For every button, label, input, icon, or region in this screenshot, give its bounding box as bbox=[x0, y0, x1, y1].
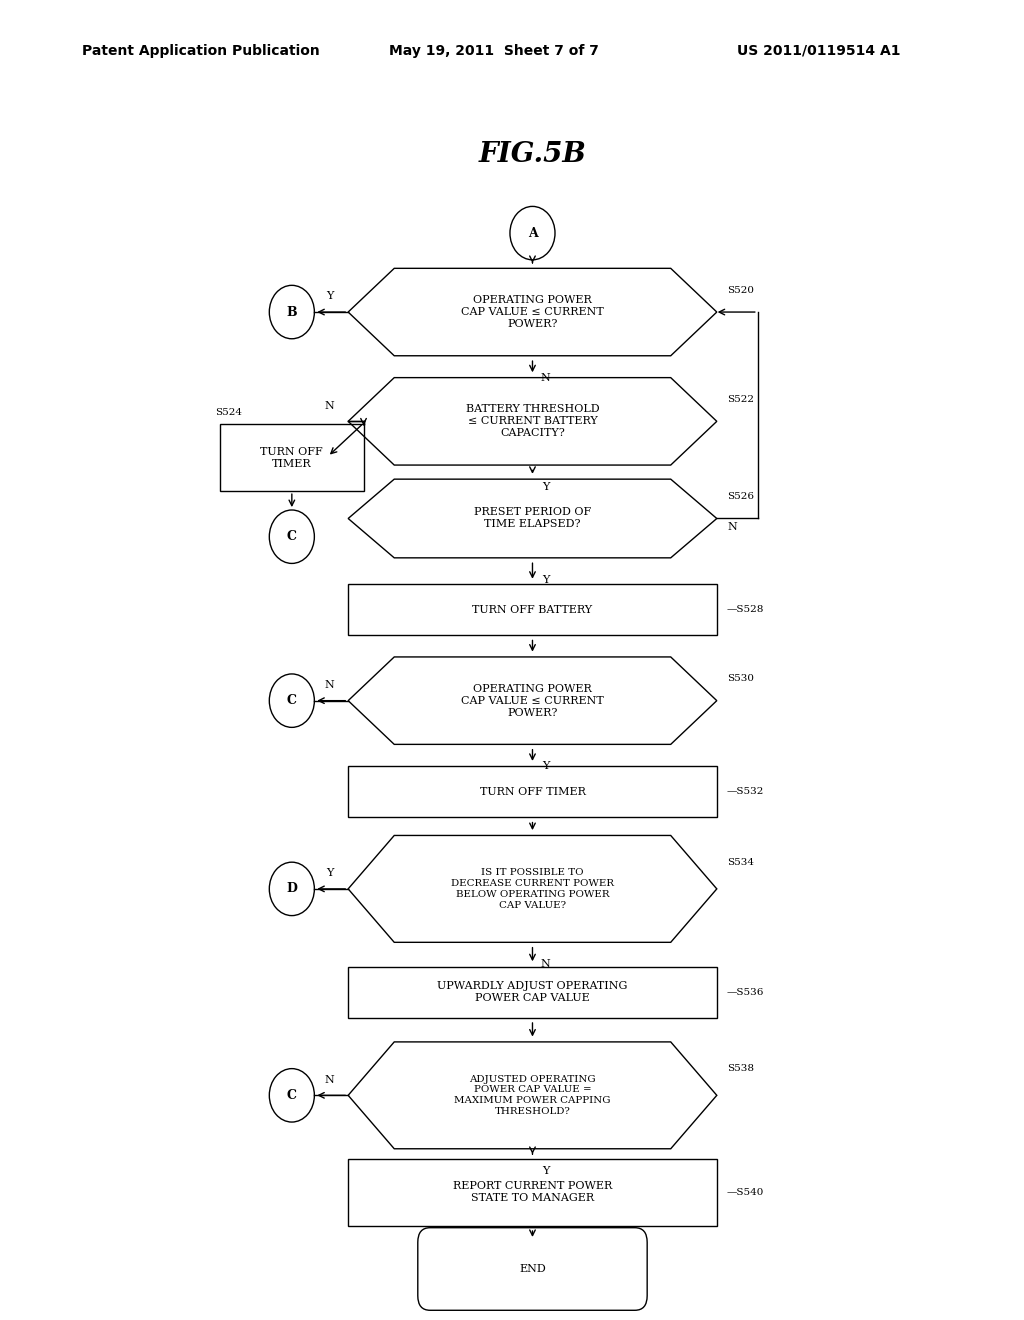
Text: —S532: —S532 bbox=[727, 787, 764, 796]
Text: FIG.5B: FIG.5B bbox=[478, 141, 587, 168]
Text: S522: S522 bbox=[727, 395, 754, 404]
Text: C: C bbox=[287, 1089, 297, 1102]
Text: N: N bbox=[325, 400, 335, 411]
Text: N: N bbox=[541, 372, 551, 383]
Text: —S540: —S540 bbox=[727, 1188, 764, 1197]
Text: UPWARDLY ADJUST OPERATING
POWER CAP VALUE: UPWARDLY ADJUST OPERATING POWER CAP VALU… bbox=[437, 981, 628, 1003]
Bar bbox=[348, 1159, 717, 1226]
Text: TURN OFF
TIMER: TURN OFF TIMER bbox=[260, 446, 324, 469]
Bar bbox=[348, 766, 717, 817]
Text: Y: Y bbox=[542, 762, 550, 771]
Text: TURN OFF BATTERY: TURN OFF BATTERY bbox=[472, 605, 593, 615]
Text: END: END bbox=[519, 1265, 546, 1274]
Text: —S528: —S528 bbox=[727, 605, 764, 614]
Text: PRESET PERIOD OF
TIME ELAPSED?: PRESET PERIOD OF TIME ELAPSED? bbox=[474, 507, 591, 529]
Text: Y: Y bbox=[326, 869, 334, 878]
Text: IS IT POSSIBLE TO
DECREASE CURRENT POWER
BELOW OPERATING POWER
CAP VALUE?: IS IT POSSIBLE TO DECREASE CURRENT POWER… bbox=[451, 869, 614, 909]
Text: Patent Application Publication: Patent Application Publication bbox=[82, 44, 319, 58]
Bar bbox=[220, 424, 364, 491]
Text: Y: Y bbox=[542, 574, 550, 585]
Text: D: D bbox=[287, 882, 297, 895]
Text: OPERATING POWER
CAP VALUE ≤ CURRENT
POWER?: OPERATING POWER CAP VALUE ≤ CURRENT POWE… bbox=[461, 296, 604, 329]
Text: Y: Y bbox=[542, 1166, 550, 1176]
Text: S538: S538 bbox=[727, 1064, 754, 1073]
Text: OPERATING POWER
CAP VALUE ≤ CURRENT
POWER?: OPERATING POWER CAP VALUE ≤ CURRENT POWE… bbox=[461, 684, 604, 718]
Text: N: N bbox=[727, 523, 737, 532]
Text: S526: S526 bbox=[727, 492, 754, 502]
Text: S530: S530 bbox=[727, 675, 754, 684]
Text: BATTERY THRESHOLD
≤ CURRENT BATTERY
CAPACITY?: BATTERY THRESHOLD ≤ CURRENT BATTERY CAPA… bbox=[466, 404, 599, 438]
Text: May 19, 2011  Sheet 7 of 7: May 19, 2011 Sheet 7 of 7 bbox=[389, 44, 599, 58]
Text: S534: S534 bbox=[727, 858, 754, 867]
Text: N: N bbox=[325, 1074, 335, 1085]
Text: S520: S520 bbox=[727, 285, 754, 294]
Text: US 2011/0119514 A1: US 2011/0119514 A1 bbox=[737, 44, 901, 58]
Text: —S536: —S536 bbox=[727, 987, 764, 997]
Text: Y: Y bbox=[326, 292, 334, 301]
Text: C: C bbox=[287, 694, 297, 708]
Text: S524: S524 bbox=[215, 408, 242, 417]
Text: REPORT CURRENT POWER
STATE TO MANAGER: REPORT CURRENT POWER STATE TO MANAGER bbox=[453, 1181, 612, 1204]
Text: TURN OFF TIMER: TURN OFF TIMER bbox=[479, 787, 586, 797]
Text: Y: Y bbox=[542, 482, 550, 492]
Text: B: B bbox=[287, 305, 297, 318]
Bar bbox=[348, 583, 717, 635]
Bar bbox=[348, 966, 717, 1018]
Text: ADJUSTED OPERATING
POWER CAP VALUE =
MAXIMUM POWER CAPPING
THRESHOLD?: ADJUSTED OPERATING POWER CAP VALUE = MAX… bbox=[455, 1074, 610, 1115]
Text: N: N bbox=[325, 680, 335, 690]
Text: A: A bbox=[527, 227, 538, 240]
Text: C: C bbox=[287, 531, 297, 544]
Text: N: N bbox=[541, 960, 551, 969]
